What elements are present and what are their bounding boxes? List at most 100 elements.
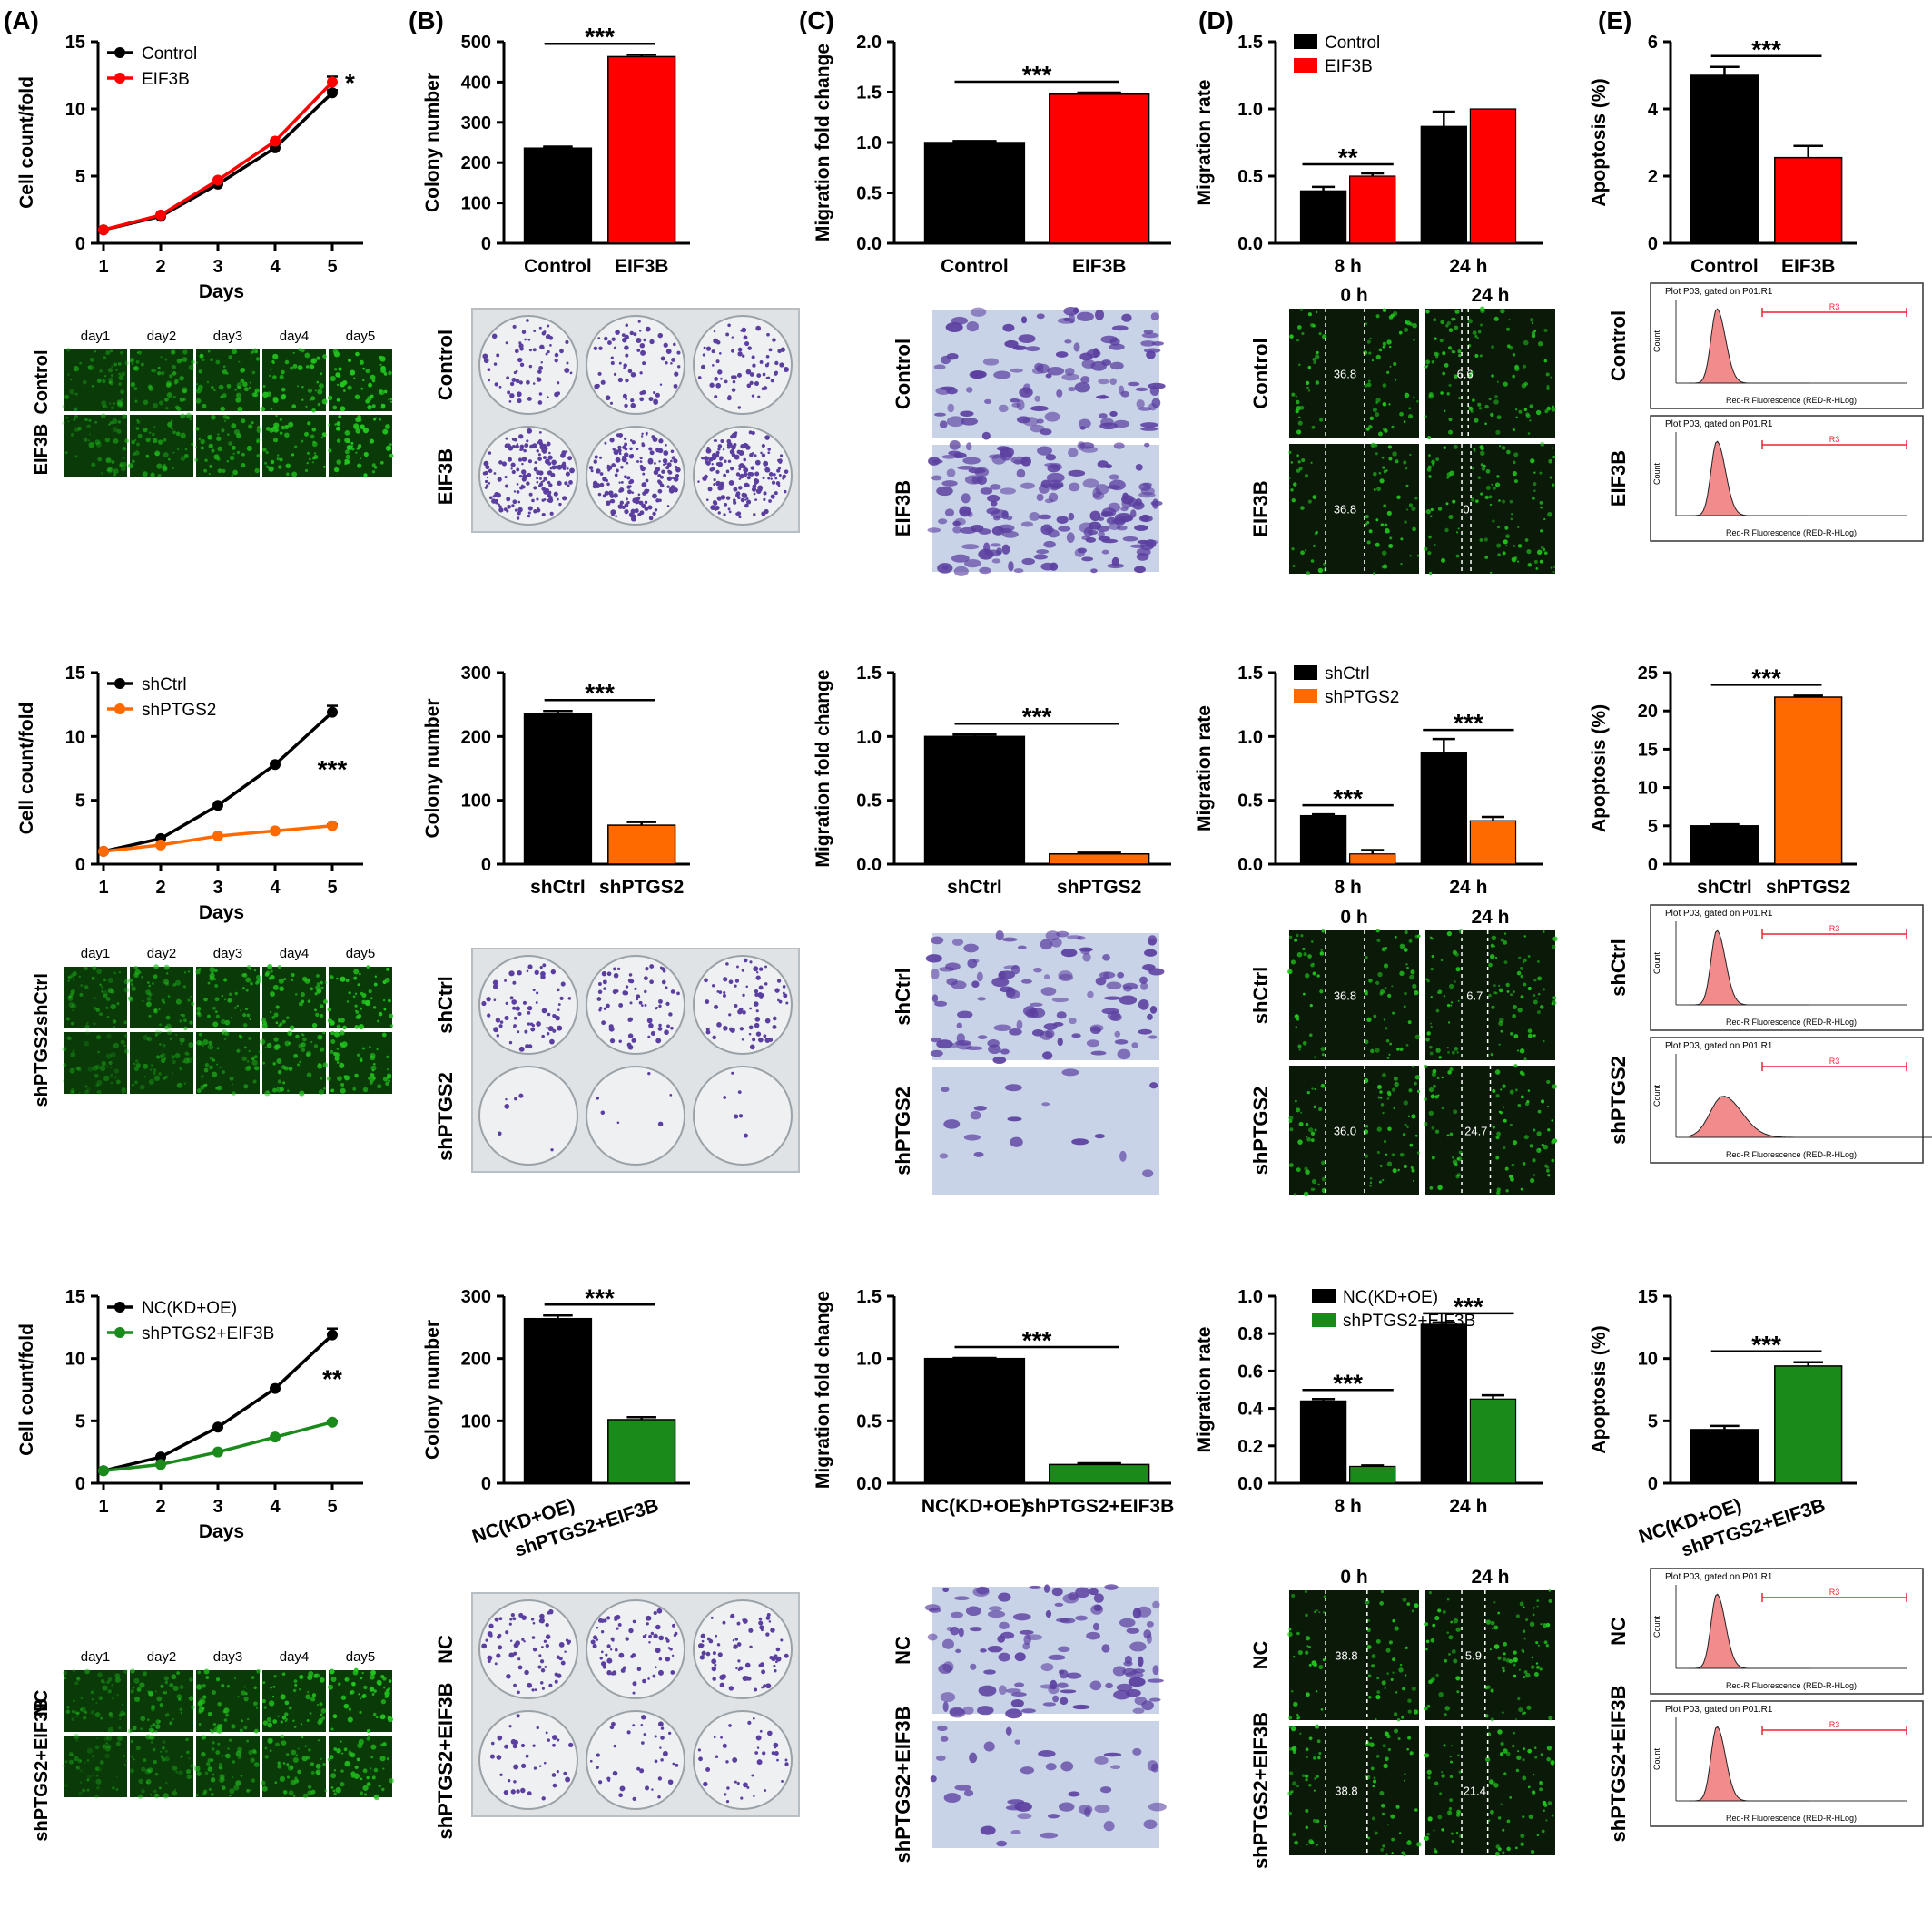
cell-dot	[1533, 482, 1537, 487]
colony-dot	[662, 1750, 668, 1756]
cell-dot	[1496, 526, 1501, 529]
cell-dot	[1492, 1628, 1494, 1630]
cell-dot	[330, 1677, 337, 1682]
cell-dot	[157, 366, 161, 369]
cell-dot	[1298, 467, 1303, 471]
cell-dot	[1399, 970, 1405, 976]
colony-dot	[711, 1666, 717, 1672]
cell-dot	[1296, 325, 1302, 330]
cell-dot	[1416, 1089, 1421, 1093]
cell-shape	[991, 977, 1010, 988]
y-axis-label: Migration rate	[1194, 705, 1215, 831]
cell-dot	[1533, 1128, 1536, 1132]
colony-dot	[527, 1011, 531, 1015]
cell-dot	[1467, 319, 1473, 324]
cell-dot	[280, 1087, 284, 1092]
cell-shape	[1014, 1682, 1025, 1687]
cell-dot	[123, 1755, 125, 1757]
cell-dot	[309, 1712, 312, 1715]
cell-dot	[236, 450, 241, 455]
cell-dot	[195, 969, 201, 975]
colony-dot	[646, 1018, 653, 1024]
y-tick-label: 1.0	[856, 727, 882, 747]
cell-dot	[231, 474, 233, 477]
cell-shape	[1040, 939, 1053, 950]
colony-dot	[603, 987, 606, 990]
y-tick-label: 0	[481, 1474, 491, 1494]
colony-dot	[624, 509, 629, 515]
significance-mark: ***	[585, 23, 615, 51]
cell-dot	[1291, 547, 1295, 551]
cell-dot	[380, 1743, 384, 1747]
cell-dot	[382, 1767, 385, 1770]
cell-dot	[223, 978, 228, 982]
fluorescence-image	[196, 1670, 260, 1732]
cell-dot	[286, 472, 290, 476]
cell-dot	[1537, 1644, 1541, 1647]
cell-dot	[1323, 1595, 1326, 1598]
cell-dot	[194, 1766, 201, 1772]
cell-shape	[1142, 963, 1156, 971]
cell-dot	[1316, 974, 1320, 978]
cell-dot	[72, 978, 75, 981]
significance-mark: ***	[1022, 1326, 1052, 1354]
cell-dot	[1484, 404, 1489, 409]
cell-dot	[1539, 1667, 1543, 1671]
colony-dot	[743, 472, 748, 477]
colony-dot	[757, 395, 761, 398]
colony-dot	[726, 438, 732, 444]
cell-shape	[946, 1627, 953, 1631]
cell-dot	[1425, 359, 1431, 365]
cell-shape	[1017, 945, 1027, 949]
cell-dot	[338, 415, 341, 418]
legend-swatch-dot	[114, 73, 125, 84]
colony-dot	[765, 1632, 770, 1637]
cell-dot	[305, 1694, 311, 1700]
cell-dot	[369, 1046, 371, 1048]
cell-dot	[1296, 1017, 1300, 1021]
colony-dot	[489, 1754, 495, 1759]
cell-dot	[73, 418, 76, 421]
cell-dot	[209, 1057, 213, 1060]
cell-dot	[1454, 1162, 1458, 1166]
cell-dot	[246, 1788, 251, 1793]
colony-dot	[609, 1725, 615, 1730]
cell-dot	[1383, 1763, 1388, 1769]
colony-dot	[713, 1736, 716, 1739]
cell-shape	[987, 1610, 1006, 1618]
cell-dot	[340, 1695, 347, 1700]
cell-shape	[988, 1044, 1001, 1055]
cell-shape	[1037, 446, 1053, 456]
cell-dot	[129, 1768, 135, 1774]
cell-dot	[141, 1789, 145, 1794]
cell-dot	[376, 1048, 379, 1051]
colony-dot	[498, 1633, 502, 1638]
cell-dot	[381, 1032, 387, 1038]
colony-dot	[734, 455, 739, 458]
cell-dot	[317, 389, 323, 395]
colony-dot	[506, 497, 511, 502]
colony-dot	[514, 349, 519, 354]
colony-dot	[536, 1726, 539, 1730]
cell-dot	[305, 405, 308, 408]
cell-dot	[336, 1048, 340, 1050]
colony-dot	[527, 472, 532, 477]
cell-dot	[1376, 1150, 1381, 1155]
cell-dot	[195, 398, 202, 404]
colony-dot	[743, 958, 748, 963]
colony-dot	[621, 333, 626, 338]
colony-dot	[592, 484, 597, 489]
cell-dot	[264, 1746, 268, 1750]
cell-dot	[1517, 1008, 1523, 1013]
colony-dot	[665, 1638, 670, 1643]
cell-dot	[268, 1737, 273, 1744]
cell-dot	[1551, 1158, 1555, 1163]
colony-dot	[560, 453, 566, 458]
cell-dot	[222, 1755, 224, 1757]
cell-dot	[1310, 461, 1313, 464]
well	[586, 1710, 685, 1810]
cell-dot	[312, 457, 316, 460]
cell-shape	[1006, 989, 1020, 999]
